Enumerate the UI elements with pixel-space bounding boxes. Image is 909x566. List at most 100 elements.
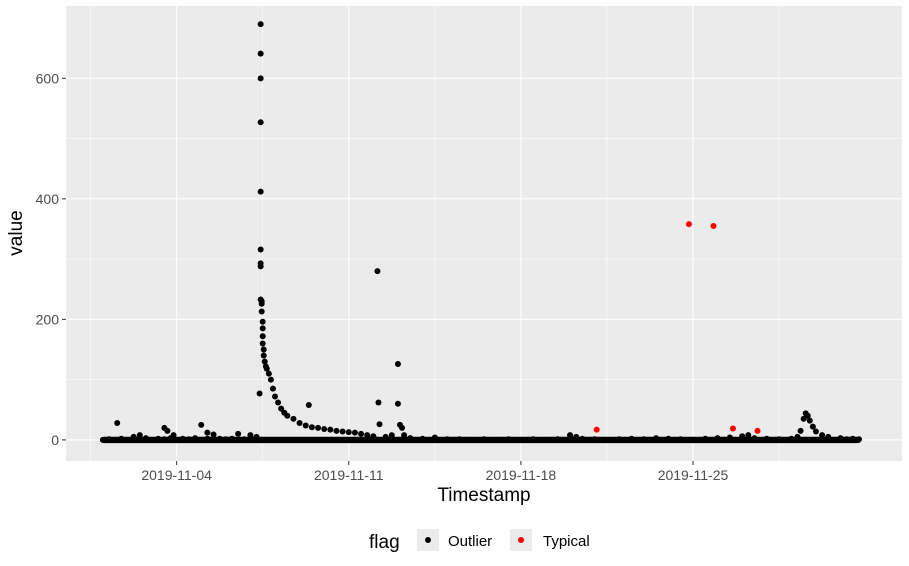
outlier-point <box>257 75 264 82</box>
outlier-point <box>542 436 549 443</box>
outlier-point <box>173 436 180 443</box>
outlier-point <box>261 358 268 365</box>
outlier-point <box>394 400 401 407</box>
x-tick-label: 2019-11-18 <box>486 467 557 483</box>
outlier-point <box>788 435 795 442</box>
outlier-point <box>228 435 235 442</box>
outlier-point <box>444 436 451 443</box>
outlier-point <box>257 21 264 28</box>
outlier-point <box>339 428 346 435</box>
outlier-point <box>763 435 770 442</box>
outlier-point <box>804 412 811 419</box>
outlier-point <box>374 268 381 275</box>
outlier-point <box>155 435 162 442</box>
outlier-point <box>260 346 267 353</box>
outlier-point <box>130 433 137 440</box>
outlier-point <box>296 420 303 427</box>
outlier-point <box>241 436 248 443</box>
outlier-point <box>124 436 131 443</box>
typical-point <box>710 222 717 229</box>
outlier-point <box>800 415 807 422</box>
outlier-point <box>216 435 223 442</box>
outlier-point <box>333 427 340 434</box>
outlier-point <box>653 435 660 442</box>
outlier-point <box>358 430 365 437</box>
outlier-point <box>603 436 610 443</box>
outlier-point <box>112 436 119 443</box>
outlier-point <box>849 435 856 442</box>
outlier-point <box>809 423 816 430</box>
y-tick-label: 400 <box>36 191 60 207</box>
typical-points <box>593 221 761 434</box>
outlier-point <box>628 435 635 442</box>
outlier-point <box>394 360 401 367</box>
outlier-point <box>253 433 260 440</box>
typical-point <box>685 221 692 228</box>
outlier-point <box>567 432 574 439</box>
x-tick-label: 2019-11-25 <box>658 467 729 483</box>
outlier-point <box>149 436 156 443</box>
outlier-point <box>468 436 475 443</box>
outlier-point <box>456 436 463 443</box>
outlier-point <box>235 436 242 443</box>
y-tick-label: 600 <box>36 70 60 86</box>
outlier-point <box>302 422 309 429</box>
outlier-point <box>812 428 819 435</box>
outlier-point <box>142 435 149 442</box>
outlier-point <box>401 432 408 439</box>
outlier-point <box>204 435 211 442</box>
outlier-point <box>591 436 598 443</box>
outlier-point <box>118 435 125 442</box>
outlier-point <box>345 429 352 436</box>
outlier-point <box>530 436 537 443</box>
outlier-point <box>99 436 106 443</box>
outlier-point <box>265 370 272 377</box>
legend-label-typical: Typical <box>543 533 590 550</box>
outlier-point <box>382 433 389 440</box>
x-axis-ticks: 2019-11-04 2019-11-11 2019-11-18 2019-11-25 <box>141 461 728 483</box>
outlier-point <box>505 436 512 443</box>
outlier-point <box>259 325 266 332</box>
outlier-point <box>375 399 382 406</box>
outlier-point <box>751 435 758 442</box>
outlier-point <box>745 432 752 439</box>
outlier-point <box>161 436 168 443</box>
outlier-point <box>259 318 266 325</box>
outlier-point <box>554 436 561 443</box>
outlier-point <box>136 432 143 439</box>
typical-point <box>729 425 736 432</box>
outlier-point <box>843 436 850 443</box>
outlier-point <box>819 432 826 439</box>
outlier-point <box>739 433 746 440</box>
outlier-point <box>431 434 438 441</box>
outlier-point <box>370 433 377 440</box>
outlier-point <box>364 432 371 439</box>
outlier-point <box>204 429 211 436</box>
outlier-point <box>170 432 177 439</box>
outlier-points <box>99 21 862 444</box>
x-tick-label: 2019-11-04 <box>141 467 212 483</box>
outlier-point <box>278 405 285 412</box>
outlier-point <box>257 119 264 126</box>
panel-background <box>66 6 902 461</box>
outlier-point <box>855 436 862 443</box>
outlier-point <box>257 188 264 195</box>
y-tick-label: 200 <box>36 311 60 327</box>
outlier-point <box>210 431 217 438</box>
legend-swatch-outlier <box>425 537 431 543</box>
outlier-point <box>258 300 265 307</box>
outlier-point <box>164 427 171 434</box>
legend-swatch-typical <box>518 537 524 543</box>
outlier-point <box>257 50 264 57</box>
x-axis-title: Timestamp <box>437 485 530 506</box>
outlier-point <box>579 435 586 442</box>
outlier-point <box>702 435 709 442</box>
legend: flag Outlier Typical <box>369 529 590 553</box>
outlier-point <box>308 424 315 431</box>
outlier-point <box>267 376 274 383</box>
outlier-point <box>399 424 406 431</box>
outlier-point <box>481 436 487 443</box>
outlier-point <box>269 385 276 392</box>
outlier-point <box>315 424 322 431</box>
